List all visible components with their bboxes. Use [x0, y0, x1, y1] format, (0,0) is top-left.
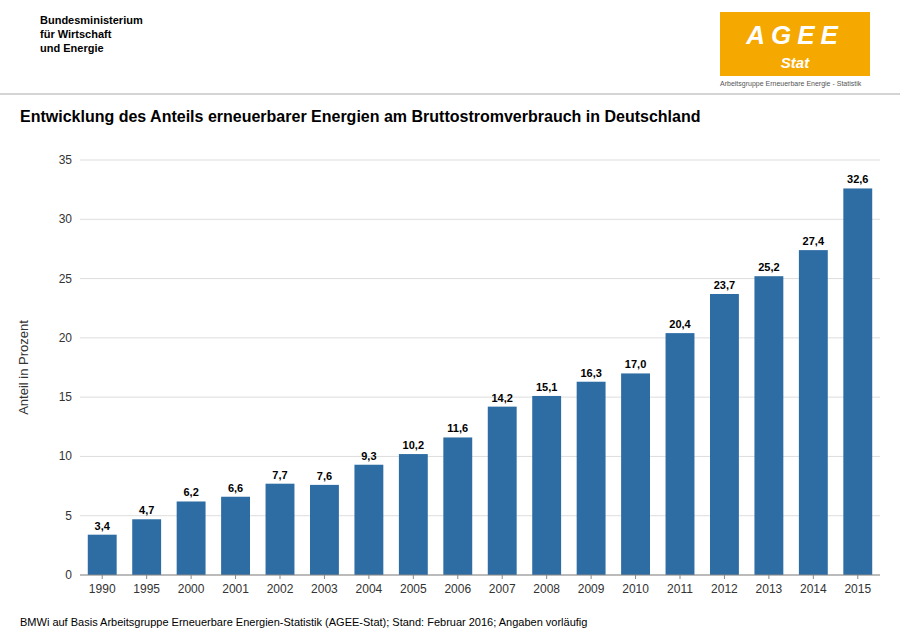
bar [399, 454, 428, 575]
separator [0, 94, 900, 95]
x-tick [235, 575, 236, 579]
x-tick-label: 2003 [311, 582, 338, 596]
bars [88, 188, 872, 575]
data-label: 25,2 [758, 261, 779, 273]
data-label: 10,2 [403, 439, 424, 451]
bar [710, 294, 739, 575]
x-tick-label: 2011 [667, 582, 693, 596]
y-axis-label: Anteil in Prozent [16, 320, 31, 415]
bar [88, 535, 117, 575]
x-tick-label: 1995 [133, 582, 160, 596]
y-tick-label: 20 [59, 331, 73, 345]
x-tick-label: 2015 [844, 582, 871, 596]
background [0, 0, 900, 640]
y-tick-label: 0 [65, 568, 72, 582]
title: Entwicklung des Anteils erneuerbarer Ene… [20, 108, 700, 125]
header-line: für Wirtschaft [40, 28, 112, 40]
bar [532, 396, 561, 575]
x-tick-label: 2000 [178, 582, 205, 596]
logo-subtext: Stat [781, 54, 810, 71]
data-label: 17,0 [625, 358, 646, 370]
x-tick [368, 575, 369, 579]
data-label: 7,7 [272, 469, 287, 481]
x-tick-label: 2005 [400, 582, 427, 596]
data-label: 27,4 [803, 235, 825, 247]
data-label: 23,7 [714, 279, 735, 291]
bar [443, 437, 472, 575]
x-axis [80, 575, 880, 576]
data-label: 7,6 [317, 470, 332, 482]
x-tick [191, 575, 192, 579]
x-tick [680, 575, 681, 579]
data-label: 11,6 [447, 422, 468, 434]
x-tick [146, 575, 147, 579]
data-label: 4,7 [139, 504, 154, 516]
data-label: 6,6 [228, 482, 243, 494]
x-tick-label: 2014 [800, 582, 827, 596]
x-tick-label: 2008 [533, 582, 560, 596]
y-tick-label: 10 [59, 449, 73, 463]
data-label: 14,2 [492, 392, 513, 404]
y-tick-label: 5 [65, 509, 72, 523]
y-tick-label: 35 [59, 153, 73, 167]
data-label: 15,1 [536, 381, 557, 393]
bar [621, 373, 650, 575]
data-label: 16,3 [580, 367, 601, 379]
bar [843, 188, 872, 575]
data-label: 3,4 [95, 520, 111, 532]
x-tick [324, 575, 325, 579]
grid-line [80, 160, 880, 161]
bar [310, 485, 339, 575]
grid [80, 160, 880, 575]
bar [577, 382, 606, 575]
x-tick [591, 575, 592, 579]
x-tick [280, 575, 281, 579]
data-label: 20,4 [669, 318, 691, 330]
logo-box [720, 12, 870, 76]
x-tick-label: 2006 [444, 582, 471, 596]
logo-caption: Arbeitsgruppe Erneuerbare Energie - Stat… [720, 80, 862, 88]
bar [354, 465, 383, 575]
y-tick-label: 30 [59, 212, 73, 226]
x-tick [457, 575, 458, 579]
x-tick [102, 575, 103, 579]
x-tick-label: 2012 [711, 582, 738, 596]
x-tick [635, 575, 636, 579]
bar [177, 501, 206, 575]
x-tick-label: 2009 [578, 582, 605, 596]
header-line: Bundesministerium [40, 14, 143, 26]
bar [266, 484, 295, 575]
bar [132, 519, 161, 575]
x-tick [857, 575, 858, 579]
x-tick [502, 575, 503, 579]
grid-line [80, 575, 880, 576]
x-tick-label: 2001 [222, 582, 249, 596]
x-tick-label: 2002 [267, 582, 294, 596]
data-label: 9,3 [361, 450, 376, 462]
x-tick-label: 2004 [356, 582, 383, 596]
x-tick-label: 2013 [756, 582, 783, 596]
x-tick [413, 575, 414, 579]
data-label: 6,2 [183, 486, 198, 498]
x-tick [724, 575, 725, 579]
bar [221, 497, 250, 575]
footer: BMWi auf Basis Arbeitsgruppe Erneuerbare… [20, 616, 587, 628]
x-tick [546, 575, 547, 579]
x-tick [768, 575, 769, 579]
grid-line [80, 219, 880, 220]
x-tick [813, 575, 814, 579]
bar [799, 250, 828, 575]
bar [754, 276, 783, 575]
bar [488, 407, 517, 575]
x-tick-label: 2007 [489, 582, 516, 596]
y-tick-label: 25 [59, 272, 73, 286]
x-tick-label: 1990 [89, 582, 116, 596]
x-tick-label: 2010 [622, 582, 649, 596]
logo-text: AGEE [745, 20, 844, 50]
data-label: 32,6 [847, 173, 868, 185]
y-tick-label: 15 [59, 390, 73, 404]
bar [666, 333, 695, 575]
header-line: und Energie [40, 42, 104, 54]
